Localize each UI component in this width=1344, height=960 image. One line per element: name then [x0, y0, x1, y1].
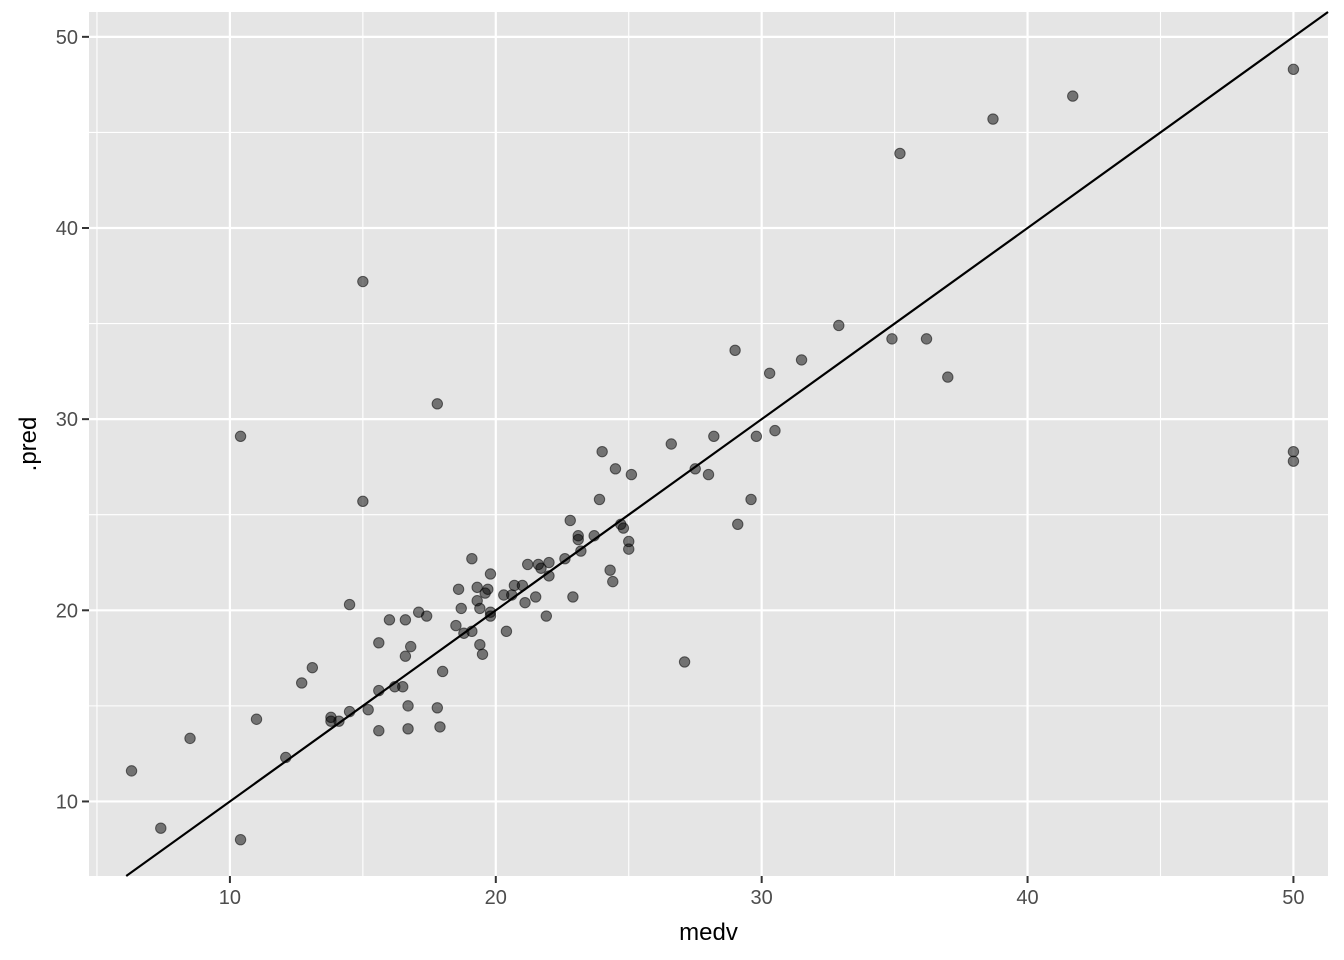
data-point — [306, 661, 319, 674]
data-point — [920, 333, 933, 345]
data-point — [745, 493, 757, 506]
grid-minor — [89, 12, 1328, 876]
data-point — [373, 725, 385, 737]
data-point — [519, 596, 531, 609]
data-point — [431, 702, 444, 714]
data-point — [402, 700, 414, 712]
data-point — [617, 522, 630, 534]
x-tick-label: 30 — [751, 887, 773, 909]
data-point — [420, 610, 433, 622]
y-tick-label: 50 — [56, 27, 78, 49]
data-point — [250, 713, 263, 725]
data-point — [763, 367, 776, 379]
x-axis-ticks: 10 20 30 40 50 — [219, 876, 1305, 909]
grid-major — [89, 12, 1328, 876]
data-point — [484, 568, 497, 580]
data-point — [623, 543, 635, 555]
data-point — [434, 721, 446, 733]
x-tick-label: 10 — [219, 887, 241, 909]
data-point — [405, 640, 417, 653]
data-point — [732, 518, 744, 530]
data-point — [436, 665, 449, 678]
y-tick-label: 20 — [56, 600, 78, 622]
data-point — [471, 581, 483, 594]
data-point — [296, 677, 308, 689]
data-point — [702, 468, 715, 481]
data-point — [1287, 445, 1300, 458]
data-point — [125, 765, 138, 777]
data-point — [894, 147, 906, 160]
data-point — [155, 822, 167, 834]
data-point — [750, 430, 763, 443]
data-point — [452, 583, 465, 595]
data-point — [362, 703, 374, 716]
data-point — [399, 650, 412, 662]
data-point — [431, 398, 444, 410]
data-point — [604, 564, 616, 576]
data-point — [708, 430, 720, 443]
data-point — [607, 575, 619, 588]
data-point — [987, 113, 999, 125]
data-point — [609, 463, 622, 475]
data-point — [678, 656, 691, 668]
data-point — [234, 430, 247, 443]
data-point — [625, 468, 638, 481]
data-point — [535, 562, 547, 574]
y-tick-label: 10 — [56, 791, 78, 813]
data-point — [402, 723, 414, 735]
data-point — [343, 598, 356, 611]
reference-line — [125, 11, 1329, 877]
data-point — [357, 275, 369, 288]
data-point — [543, 556, 555, 569]
x-tick-label: 40 — [1016, 887, 1038, 909]
data-point — [450, 619, 462, 632]
data-point — [540, 610, 553, 622]
data-point — [383, 614, 396, 626]
y-tick-label: 30 — [56, 409, 78, 431]
data-point — [942, 371, 954, 383]
data-point — [474, 602, 486, 615]
data-point — [357, 495, 369, 508]
data-point — [482, 583, 494, 595]
data-point — [474, 639, 486, 651]
data-point — [596, 445, 608, 458]
data-point — [466, 552, 478, 565]
x-tick-label: 50 — [1282, 887, 1304, 909]
y-axis-title: .pred — [15, 417, 42, 472]
data-point — [665, 438, 677, 450]
data-point — [572, 533, 584, 546]
data-point — [729, 344, 741, 357]
data-point — [769, 424, 781, 437]
data-point — [397, 681, 409, 693]
plot-panel — [89, 12, 1328, 876]
data-point — [455, 602, 467, 615]
data-point — [1287, 63, 1300, 76]
data-point — [795, 354, 808, 366]
data-point — [476, 648, 489, 660]
data-point — [564, 514, 576, 527]
data-point — [593, 493, 606, 506]
data-point — [1287, 455, 1300, 467]
data-point — [833, 319, 845, 332]
y-tick-label: 40 — [56, 218, 78, 240]
y-axis-ticks: 10 20 30 40 50 — [56, 27, 89, 813]
data-point — [1067, 90, 1079, 102]
data-point — [529, 591, 542, 603]
data-point — [567, 591, 579, 603]
data-point — [500, 625, 513, 638]
data-point — [234, 833, 247, 846]
data-point — [184, 732, 196, 745]
x-axis-title: medv — [679, 919, 738, 946]
data-point — [399, 614, 412, 626]
data-point — [522, 558, 534, 571]
data-point — [886, 333, 898, 345]
data-point — [373, 637, 385, 649]
x-tick-label: 20 — [485, 887, 507, 909]
